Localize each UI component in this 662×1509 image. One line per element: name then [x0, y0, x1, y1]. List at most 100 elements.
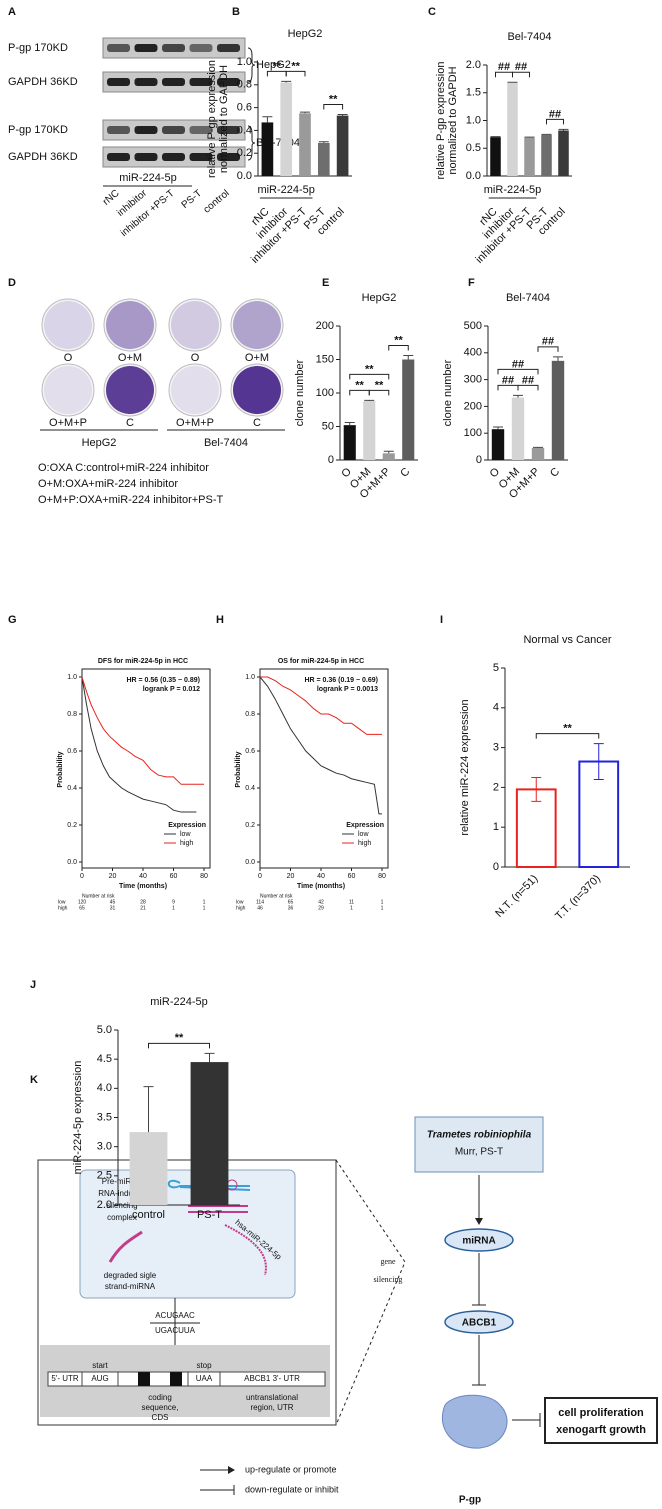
bar [491, 429, 505, 460]
blot-band [134, 126, 158, 134]
bar [336, 115, 349, 176]
error-bar [541, 133, 552, 135]
significance-bracket [546, 118, 564, 125]
plate-label: O [191, 352, 200, 364]
bar [511, 397, 525, 460]
risk-count: 65 [288, 899, 294, 905]
label: untranslational [246, 1393, 298, 1402]
colonies [106, 366, 154, 414]
chart-title: HepG2 [362, 292, 397, 304]
significance-label: ** [375, 379, 384, 391]
mature-mirna [224, 1224, 267, 1276]
x-axis-label: Time (months) [119, 883, 167, 890]
significance-bracket [497, 368, 539, 375]
y-axis-label: miR-224-5p expression [72, 1061, 84, 1175]
x-tick-label: control [132, 1209, 165, 1221]
error-bar [281, 80, 292, 83]
y-tick-label: 2 [493, 781, 499, 793]
risk-count: 1 [203, 899, 206, 905]
chart-title: miR-224-5p [150, 996, 207, 1008]
label: Trametes robiniophila [427, 1130, 532, 1141]
y-tick-label: 100 [464, 427, 482, 439]
exon [138, 1372, 150, 1386]
blot-row-label: P-gp 170KD [8, 124, 68, 136]
plate-label: O+M [118, 352, 142, 364]
significance-bracket [368, 389, 390, 396]
y-tick-label: 1.0 [67, 674, 77, 681]
y-tick-label: 3 [493, 742, 499, 754]
colonies [106, 301, 154, 349]
y-tick-label: 5.0 [97, 1024, 112, 1036]
x-tick-label: T.T. (n=370) [553, 873, 603, 923]
y-tick-label: 0.0 [466, 170, 481, 182]
x-tick-label: N.T. (n=51) [493, 873, 540, 920]
significance-bracket [349, 373, 390, 380]
blot-band [162, 44, 185, 52]
significance-label: ## [512, 358, 524, 370]
x-tick-label: PS-T [197, 1209, 222, 1221]
bar [299, 113, 311, 176]
significance-label: ** [563, 723, 572, 735]
y-tick-label: 0 [328, 454, 334, 466]
error-bar [593, 743, 604, 780]
y-tick-label: 200 [464, 400, 482, 412]
legend-label: low [358, 831, 369, 838]
y-tick-label: 3.0 [97, 1141, 112, 1153]
error-bar [533, 446, 543, 448]
panel-label: D [8, 277, 16, 289]
legend-text: O+M+P:OXA+miR-224 inhibitor+PS-T [38, 494, 224, 506]
label: P-gp [459, 1495, 481, 1506]
panel-label: F [468, 277, 475, 289]
bar [551, 360, 565, 460]
significance-label: ## [502, 374, 514, 386]
mechanism-diagram: Pre-miRNA RNA-induced silencing complex … [37, 1116, 658, 1506]
significance-label: ** [394, 334, 403, 346]
significance-label: ** [291, 60, 300, 72]
bar [343, 425, 356, 460]
label: coding [148, 1393, 172, 1402]
blot-band [189, 126, 213, 134]
significance-bracket [512, 71, 530, 78]
y-axis-label: relative miR-224 expression [459, 699, 471, 835]
label: start [92, 1361, 108, 1370]
y-tick-label: 0.6 [245, 748, 255, 755]
colonies [44, 366, 92, 414]
error-bar [507, 81, 518, 83]
lane-label: control [202, 188, 232, 216]
brace [247, 47, 256, 83]
risk-count: 114 [256, 899, 264, 905]
bar [490, 137, 501, 176]
y-tick-label: 0.2 [245, 822, 255, 829]
error-bar [493, 426, 503, 430]
risk-count: 1 [203, 905, 206, 911]
error-bar [553, 356, 563, 361]
drug-box [414, 1116, 544, 1173]
label: complex [107, 1213, 137, 1222]
y-axis-label: clone number [294, 359, 306, 426]
bar [531, 447, 545, 460]
significance-label: ** [355, 379, 364, 391]
risk-count: 120 [78, 899, 87, 905]
risk-count: 1 [172, 905, 175, 911]
y-tick-label: 200 [316, 320, 334, 332]
significance-bracket [535, 733, 600, 739]
bar [558, 130, 569, 176]
gene-node [444, 1310, 514, 1334]
y-tick-label: 0.6 [237, 102, 252, 114]
y-tick-label: 0.2 [67, 822, 77, 829]
bar [363, 401, 376, 460]
y-tick-label: 0.5 [466, 142, 481, 154]
y-axis-label: clone number [442, 359, 454, 426]
y-tick-label: 0.2 [237, 147, 252, 159]
label: cell proliferation [558, 1407, 644, 1419]
y-tick-label: 100 [316, 387, 334, 399]
blot-band [107, 78, 130, 86]
y-axis-label: relative P-gp expression [206, 60, 218, 178]
risk-count: 46 [257, 905, 263, 911]
error-bar [318, 141, 329, 143]
blot-band [217, 153, 240, 161]
cell-line-label: HepG2 [256, 59, 291, 71]
chart-title: Bel-7404 [506, 292, 550, 304]
blot-band [217, 78, 240, 86]
blot-band [162, 153, 185, 161]
